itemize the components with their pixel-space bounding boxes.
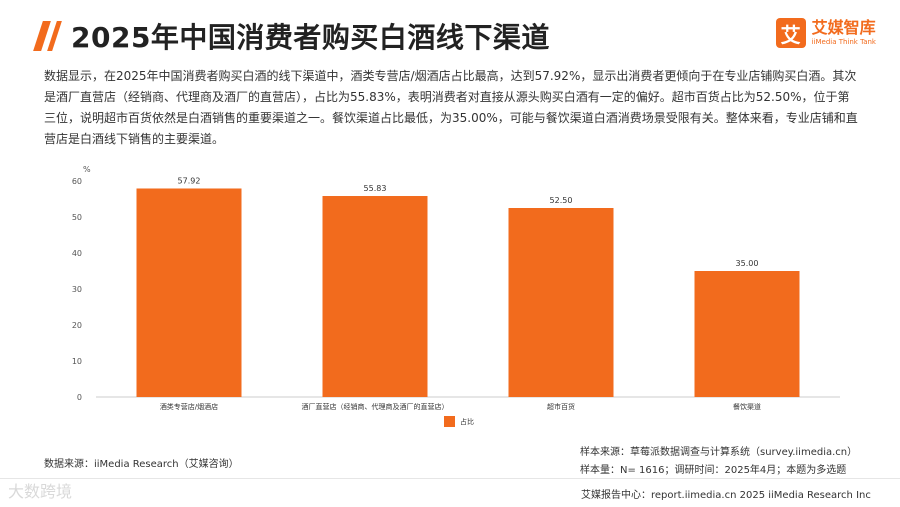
brand-subtitle: iiMedia Think Tank: [811, 38, 876, 46]
brand-logo: 艾 艾媒智库 iiMedia Think Tank: [775, 18, 876, 48]
y-tick-label: 50: [72, 213, 82, 222]
y-tick-label: 30: [72, 285, 82, 294]
legend-swatch: [444, 416, 455, 427]
brand-mark-icon: 艾: [775, 18, 806, 48]
bar-value-label: 35.00: [736, 259, 759, 268]
x-category-label: 餐饮渠道: [733, 402, 761, 411]
y-axis-unit: %: [83, 165, 91, 174]
page-title: 2025年中国消费者购买白酒线下渠道: [71, 21, 550, 54]
watermark: 大数跨境: [8, 482, 73, 501]
data-source: 数据来源：iiMedia Research（艾媒咨询）: [44, 459, 239, 470]
y-tick-label: 60: [72, 177, 82, 186]
bar-value-label: 57.92: [178, 176, 201, 185]
y-tick-label: 40: [72, 249, 82, 258]
bar-value-label: 52.50: [550, 196, 573, 205]
x-category-label: 酒类专营店/烟酒店: [160, 402, 218, 411]
title-bar: 2025年中国消费者购买白酒线下渠道: [33, 14, 550, 58]
legend-label: 占比: [460, 417, 474, 426]
bar: [322, 196, 428, 397]
bar: [694, 271, 800, 397]
sample-info: 样本量：N= 1616；调研时间：2025年4月；本题为多选题: [580, 465, 847, 476]
bar: [508, 208, 614, 397]
x-category-label: 超市百货: [547, 402, 575, 411]
x-category-label: 酒厂直营店（经销商、代理商及酒厂的直营店）: [302, 402, 449, 411]
y-tick-label: 20: [72, 321, 82, 330]
y-tick-label: 0: [77, 393, 82, 402]
y-tick-label: 10: [72, 357, 82, 366]
bar-value-label: 55.83: [364, 184, 387, 193]
report-center-footer: 艾媒报告中心：report.iimedia.cn 2025 iiMedia Re…: [581, 490, 871, 501]
bar: [136, 188, 242, 397]
brand-name: 艾媒智库: [811, 18, 876, 37]
footer-divider: [0, 478, 900, 479]
sample-source: 样本来源：草莓派数据调查与计算系统（survey.iimedia.cn）: [580, 447, 858, 458]
description-paragraph: 数据显示，在2025年中国消费者购买白酒的线下渠道中，酒类专营店/烟酒店占比最高…: [44, 69, 858, 146]
